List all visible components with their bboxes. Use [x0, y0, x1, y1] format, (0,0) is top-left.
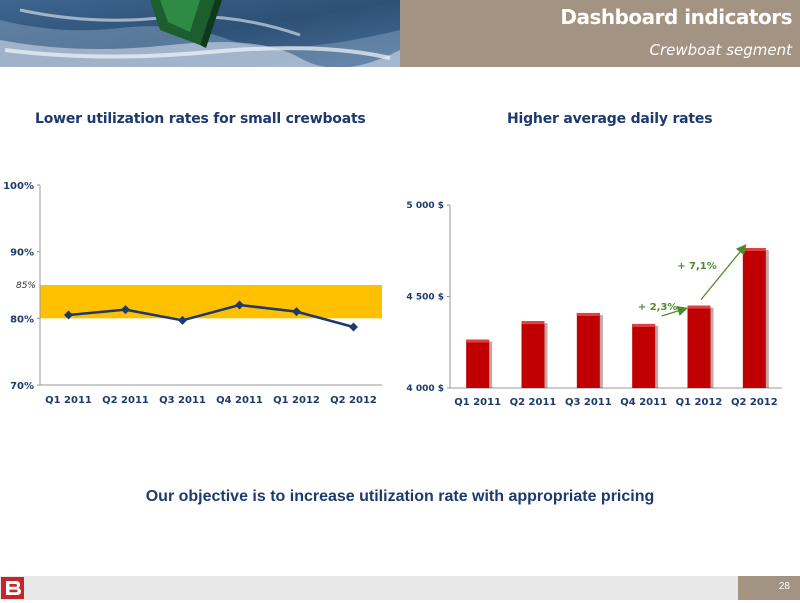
data-point-marker [64, 310, 73, 320]
data-bar [576, 312, 600, 388]
bar-highlight [687, 305, 711, 309]
bar-highlight [742, 248, 766, 252]
x-tick-label: Q3 2011 [159, 395, 206, 406]
daily-rates-bar-chart: 4 000 $ 4 500 $ 5 000 $ Q1 2011 Q2 2011 Q3 20… [406, 201, 782, 408]
x-tick-label: Q4 2011 [620, 397, 667, 408]
page-title: Dashboard indicators [560, 5, 792, 29]
utilization-chart-title: Lower utilization rates for small crewbo… [35, 111, 366, 127]
data-bar [687, 305, 711, 388]
page-subtitle: Crewboat segment [649, 41, 792, 59]
y-tick-label: 4 500 $ [406, 293, 444, 303]
x-tick-label: Q2 2012 [731, 397, 778, 408]
logo-b-icon [6, 581, 21, 595]
y-tick-label: 70% [10, 381, 34, 392]
y-tick-label: 80% [10, 314, 34, 325]
bar-highlight [521, 321, 545, 325]
data-bar [632, 323, 656, 388]
bar-highlight [632, 323, 656, 327]
boat-photo-image [0, 0, 400, 67]
x-tick-label: Q1 2011 [454, 397, 501, 408]
page-number: 28 [778, 581, 790, 592]
data-point-marker [121, 305, 130, 315]
data-bar [466, 339, 490, 388]
x-tick-label: Q1 2012 [676, 397, 723, 408]
objective-statement: Our objective is to increase utilization… [145, 488, 655, 505]
data-bar [521, 321, 545, 388]
y-tick-label: 90% [10, 248, 34, 259]
x-tick-label: Q2 2011 [510, 397, 557, 408]
company-logo [1, 577, 24, 599]
y-tick-label: 4 000 $ [406, 384, 444, 394]
target-band-label: 85% [16, 281, 36, 291]
data-point-marker [235, 300, 244, 310]
x-tick-label: Q2 2011 [102, 395, 149, 406]
daily-rates-chart-title: Higher average daily rates [507, 111, 713, 127]
growth-arrow-2 [700, 243, 747, 301]
data-point-marker [292, 307, 301, 317]
bar-highlight [576, 312, 600, 316]
y-tick-label: 100% [3, 181, 34, 192]
growth-arrow-1 [661, 305, 688, 317]
data-point-marker [178, 315, 187, 325]
bar-highlight [466, 339, 490, 343]
y-tick-label: 5 000 $ [406, 201, 444, 211]
x-tick-label: Q1 2012 [273, 395, 320, 406]
utilization-series-line [68, 303, 354, 329]
data-point-marker [349, 322, 358, 332]
growth-annotation-1: + 2,3% [638, 302, 678, 313]
growth-annotation-2: + 7,1% [677, 261, 717, 272]
x-tick-label: Q2 2012 [330, 395, 377, 406]
data-bar [742, 248, 766, 388]
header-band: Dashboard indicators Crewboat segment [400, 0, 800, 67]
page-number-box: 28 [738, 576, 800, 600]
x-tick-label: Q1 2011 [45, 395, 92, 406]
utilization-line-chart: 85% 70% 80% 90% 100% Q1 2011 Q2 2011 Q3 2011 Q4 … [3, 181, 382, 406]
header-boat-photo [0, 0, 400, 67]
x-tick-label: Q3 2011 [565, 397, 612, 408]
footer-bar [0, 576, 800, 600]
x-tick-label: Q4 2011 [216, 395, 263, 406]
